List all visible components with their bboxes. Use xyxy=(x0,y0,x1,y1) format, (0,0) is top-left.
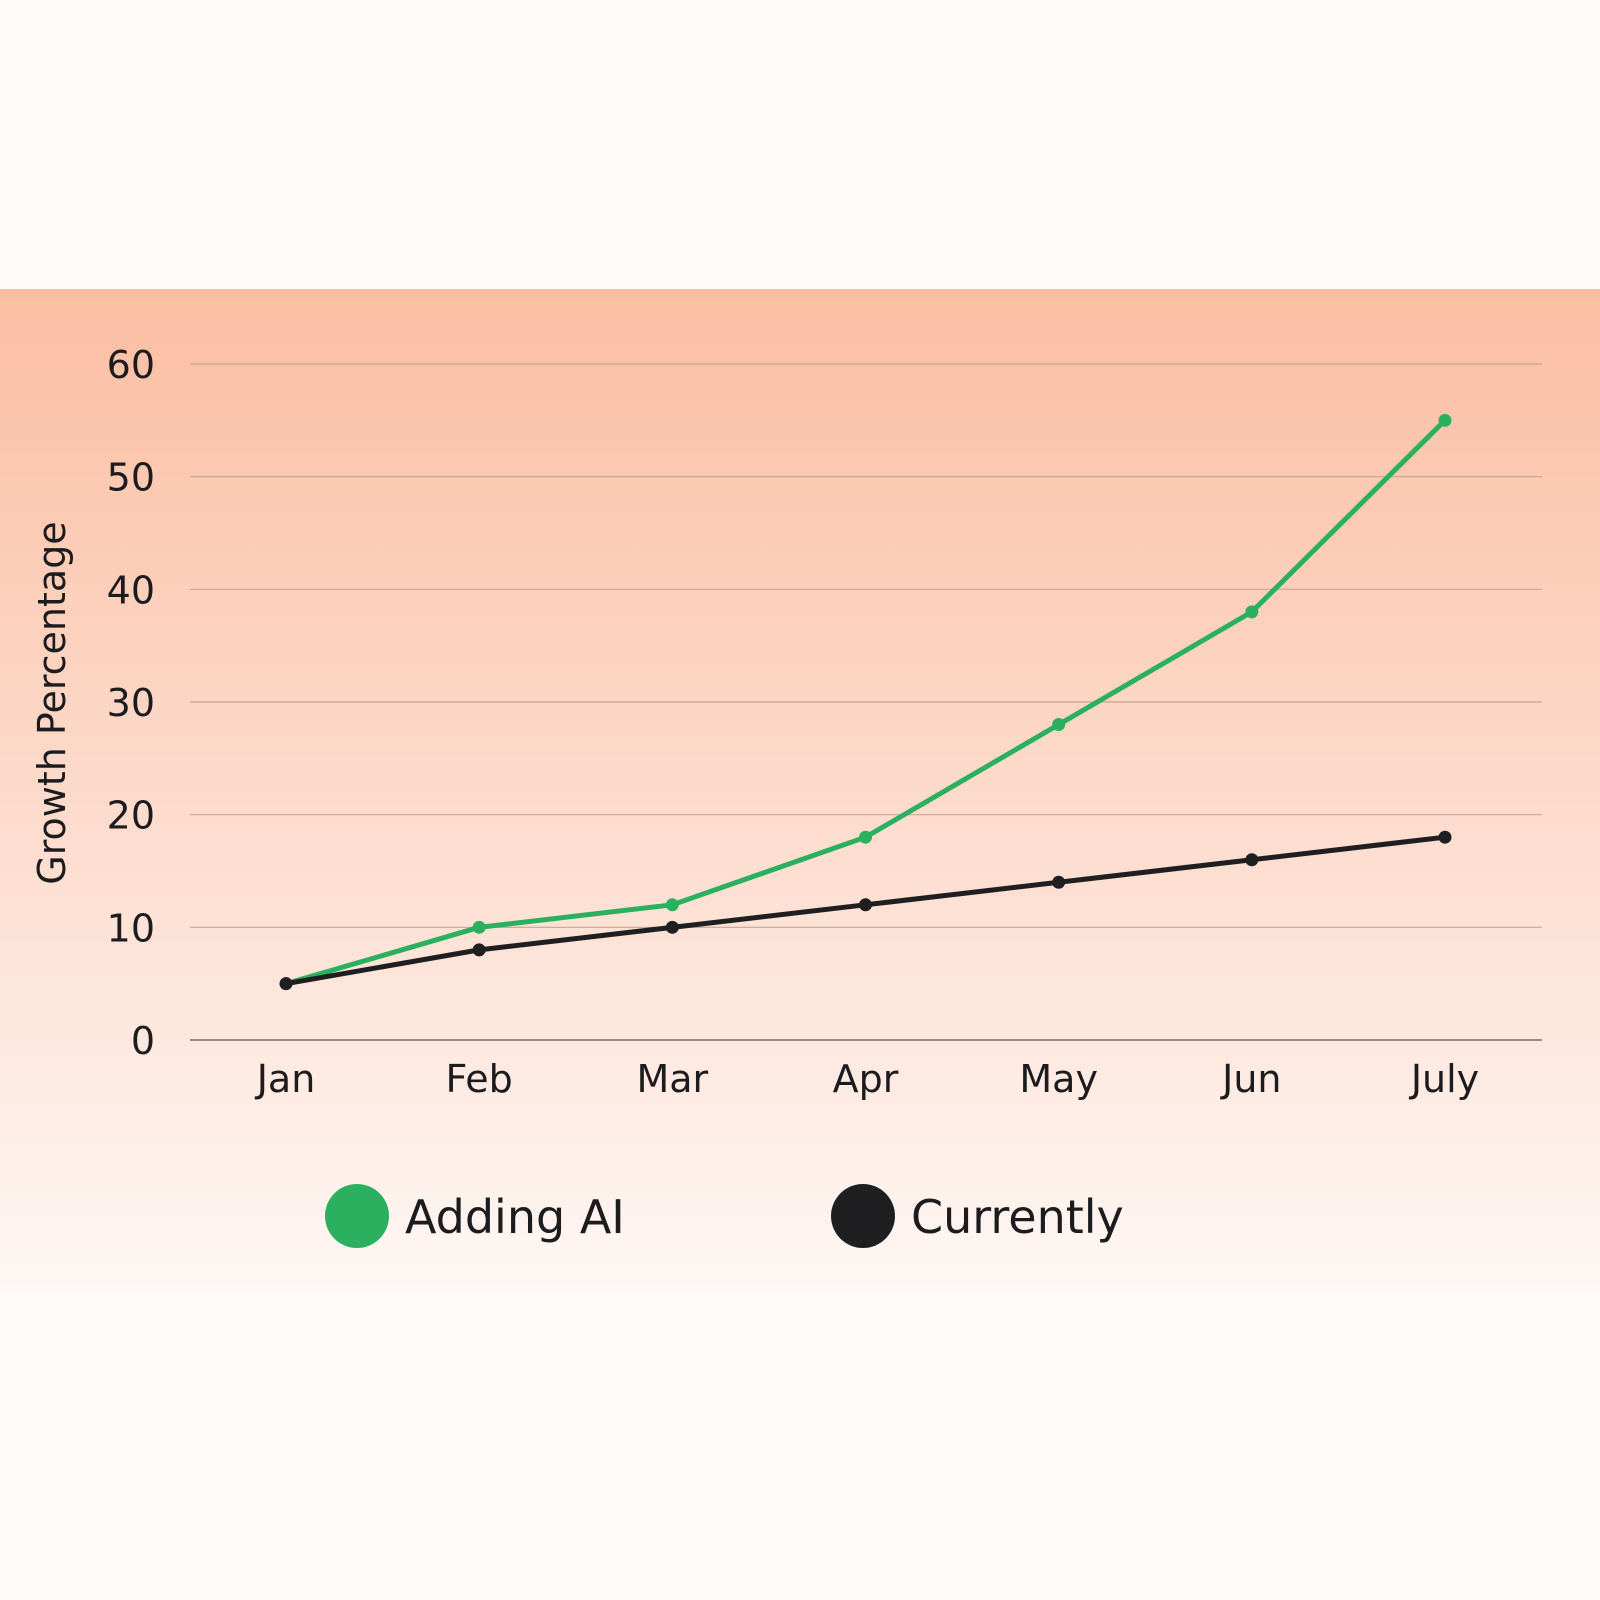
data-point-currently-apr xyxy=(859,898,872,912)
data-point-adding-ai-may xyxy=(1052,718,1066,732)
data-point-adding-ai-jun xyxy=(1245,605,1259,619)
data-point-currently-may xyxy=(1052,875,1066,889)
data-point-currently-mar xyxy=(665,920,679,934)
y-axis-title: Growth Percentage xyxy=(30,521,74,884)
x-tick-label-apr: Apr xyxy=(833,1057,899,1101)
series-lines xyxy=(279,413,1452,991)
legend-label-currently: Currently xyxy=(911,1190,1124,1244)
legend: Adding AI Currently xyxy=(325,1184,1124,1248)
legend-swatch-adding-ai xyxy=(325,1184,389,1248)
data-point-currently-jan xyxy=(279,977,293,991)
legend-label-adding-ai: Adding AI xyxy=(405,1190,625,1244)
data-point-currently-july xyxy=(1438,830,1452,844)
legend-swatch-currently xyxy=(831,1184,895,1248)
data-point-currently-feb xyxy=(472,943,486,957)
x-tick-label-may: May xyxy=(1019,1057,1098,1101)
series-currently xyxy=(279,830,1452,991)
x-axis-ticks: Jan Feb Mar Apr May Jun July xyxy=(255,1057,1479,1101)
chart-panel-background xyxy=(0,289,1600,1291)
x-tick-label-mar: Mar xyxy=(636,1057,708,1101)
y-tick-label-10: 10 xyxy=(107,906,155,950)
y-tick-label-60: 60 xyxy=(107,343,155,387)
x-tick-label-july: July xyxy=(1409,1057,1479,1101)
data-point-adding-ai-feb xyxy=(472,920,486,934)
data-point-currently-jun xyxy=(1245,853,1259,867)
legend-item-currently: Currently xyxy=(831,1184,1124,1248)
gridlines xyxy=(190,363,1542,1041)
y-tick-label-0: 0 xyxy=(131,1019,155,1063)
data-point-adding-ai-mar xyxy=(665,898,679,912)
x-tick-label-feb: Feb xyxy=(446,1057,513,1101)
y-axis-ticks: 0 10 20 30 40 50 60 xyxy=(107,343,155,1063)
x-tick-label-jun: Jun xyxy=(1220,1057,1281,1101)
data-point-adding-ai-apr xyxy=(859,830,872,844)
y-tick-label-20: 20 xyxy=(107,794,155,838)
y-tick-label-50: 50 xyxy=(107,456,155,500)
legend-item-adding-ai: Adding AI xyxy=(325,1184,625,1248)
x-tick-label-jan: Jan xyxy=(255,1057,316,1101)
y-tick-label-30: 30 xyxy=(107,681,155,725)
data-point-adding-ai-july xyxy=(1438,413,1452,427)
y-tick-label-40: 40 xyxy=(107,568,155,612)
